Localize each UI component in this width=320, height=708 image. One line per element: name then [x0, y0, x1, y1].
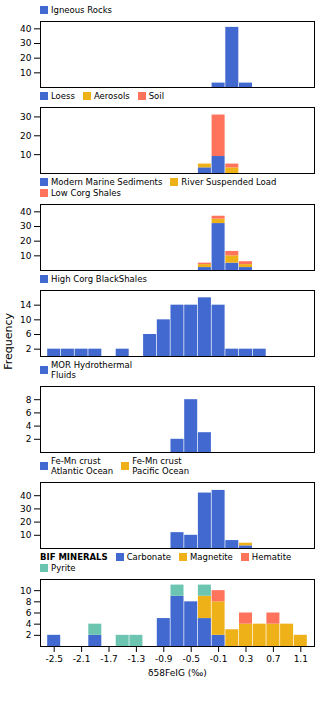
svg-text:40: 40 [20, 491, 32, 501]
svg-text:30: 30 [20, 504, 32, 514]
svg-text:10: 10 [20, 150, 32, 160]
svg-text:20: 20 [20, 53, 32, 63]
svg-text:-1.3: -1.3 [128, 654, 146, 664]
svg-text:1.1: 1.1 [294, 654, 308, 664]
svg-text:10: 10 [20, 251, 32, 261]
svg-text:8: 8 [26, 395, 32, 405]
svg-text:30: 30 [20, 221, 32, 231]
svg-text:6: 6 [26, 408, 32, 418]
svg-text:δ58FeIG (‰): δ58FeIG (‰) [148, 668, 207, 678]
svg-text:-1.7: -1.7 [100, 654, 118, 664]
svg-text:8: 8 [26, 597, 32, 607]
svg-text:6: 6 [26, 329, 32, 339]
svg-text:40: 40 [20, 24, 32, 34]
svg-text:30: 30 [20, 38, 32, 48]
svg-text:0.3: 0.3 [239, 654, 253, 664]
svg-text:10: 10 [20, 530, 32, 540]
html-text:High Corg BlackShales: High Corg BlackShales [51, 274, 147, 284]
svg-text:4: 4 [26, 421, 32, 431]
svg-text:20: 20 [20, 236, 32, 246]
html-text:Igneous Rocks: Igneous Rocks [51, 5, 112, 15]
html-text:Pyrite: Pyrite [51, 563, 76, 573]
svg-text:20: 20 [20, 517, 32, 527]
svg-text:2: 2 [26, 434, 32, 444]
html-text:Low Corg Shales: Low Corg Shales [51, 188, 121, 198]
svg-text:2: 2 [26, 344, 32, 354]
svg-text:-0.1: -0.1 [210, 654, 228, 664]
svg-text:-2.1: -2.1 [73, 654, 91, 664]
html-text:Loess: Loess [51, 91, 75, 101]
html-text:Modern Marine Sediments: Modern Marine Sediments [51, 177, 163, 187]
svg-text:4: 4 [26, 619, 32, 629]
html-text:Hematite: Hematite [251, 552, 292, 562]
html-text:Magnetite: Magnetite [190, 552, 233, 562]
svg-text:10: 10 [20, 68, 32, 78]
svg-text:0.7: 0.7 [266, 654, 280, 664]
html-text:Fe-Mn crust Atlantic Ocean: Fe-Mn crust Atlantic Ocean [51, 456, 114, 476]
html-text:Soil: Soil [148, 91, 164, 101]
svg-text:-0.9: -0.9 [155, 654, 173, 664]
svg-text:-2.5: -2.5 [45, 654, 63, 664]
html-text:MOR Hydrothermal Fluids: MOR Hydrothermal Fluids [51, 360, 133, 380]
svg-text:40: 40 [20, 207, 32, 217]
svg-text:14: 14 [20, 300, 32, 310]
svg-text:6: 6 [26, 608, 32, 618]
html-text:BIF MINERALS: BIF MINERALS [40, 552, 108, 562]
svg-text:10: 10 [20, 315, 32, 325]
svg-text:20: 20 [20, 131, 32, 141]
html-text:Carbonate: Carbonate [126, 552, 171, 562]
html-text:River Suspended Load: River Suspended Load [181, 177, 277, 187]
html-text:Frequency: Frequency [1, 312, 15, 370]
svg-text:30: 30 [20, 112, 32, 122]
svg-text:2: 2 [26, 630, 32, 640]
svg-text:-0.5: -0.5 [182, 654, 200, 664]
svg-text:10: 10 [20, 586, 32, 596]
html-text:Aerosols: Aerosols [93, 91, 130, 101]
html-text:Fe-Mn crust Pacific Ocean: Fe-Mn crust Pacific Ocean [132, 456, 190, 476]
